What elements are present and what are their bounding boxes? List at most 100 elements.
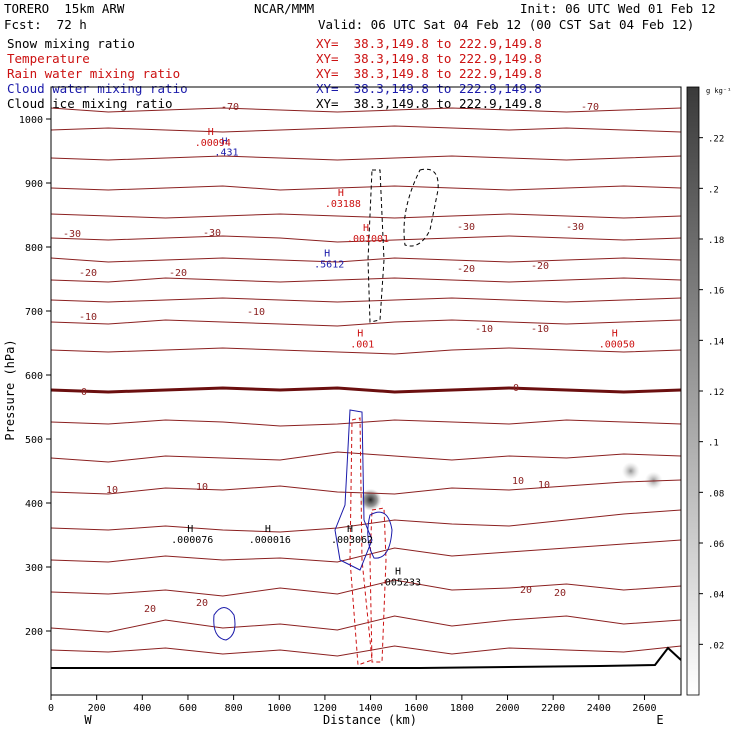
isotherm-line	[51, 257, 681, 263]
isotherm-line	[51, 451, 681, 463]
extremum-marker: H	[338, 188, 344, 199]
snow-shading-0	[359, 488, 382, 511]
isotherm-line	[51, 277, 681, 283]
y-tick-label: 600	[25, 371, 43, 382]
cloud-ice-contour	[367, 169, 385, 323]
x-tick-label: 1200	[313, 703, 337, 714]
field-cloudice-label: Cloud ice mixing ratio	[7, 96, 173, 111]
x-tick-label: 600	[179, 703, 197, 714]
isotherm-label: -10	[247, 307, 265, 318]
x-tick-label: 2200	[541, 703, 565, 714]
field-rain-xy: XY= 38.3,149.8 to 222.9,149.8	[316, 66, 542, 81]
colorbar-tick-label: .18	[708, 236, 724, 246]
extremum-value: .001001	[347, 234, 389, 245]
y-tick-label: 800	[25, 243, 43, 254]
extremum-value: .5612	[314, 260, 344, 271]
x-tick-label: 1800	[450, 703, 474, 714]
isotherm-line	[51, 479, 681, 495]
x-tick-label: 2000	[495, 703, 519, 714]
isotherm-label: -30	[203, 228, 221, 239]
field-temperature-label: Temperature	[7, 51, 90, 66]
y-axis-label: Pressure (hPa)	[3, 339, 17, 440]
extremum-value: .00050	[599, 340, 635, 351]
extremum-marker: H	[395, 567, 401, 578]
field-cloudwater-label: Cloud water mixing ratio	[7, 81, 188, 96]
init-time: Init: 06 UTC Wed 01 Feb 12	[520, 1, 716, 16]
colorbar	[686, 86, 700, 696]
extremum-marker: H	[187, 524, 193, 535]
isotherm-line	[51, 185, 681, 191]
isotherm-line	[51, 645, 681, 657]
extremum-value: .00094	[195, 138, 231, 149]
extremum-value: .001	[350, 340, 374, 351]
terrain-line	[51, 646, 681, 669]
isotherm-label: 20	[520, 585, 532, 596]
y-tick-label: 700	[25, 307, 43, 318]
field-snow-label: Snow mixing ratio	[7, 36, 135, 51]
extremum-value: .03188	[325, 199, 361, 210]
isotherm-line	[51, 107, 681, 113]
isotherm-line	[51, 579, 681, 597]
colorbar-tick-label: .22	[708, 135, 724, 145]
extremum-marker: H	[324, 249, 330, 260]
isotherm-label: -10	[79, 312, 97, 323]
isotherm-label: -20	[169, 268, 187, 279]
colorbar-tick-label: .2	[708, 185, 719, 195]
x-axis-label: Distance (km)	[323, 713, 417, 727]
isotherm-line	[51, 235, 681, 243]
isotherm-line	[51, 213, 681, 219]
isotherm-label: -30	[457, 222, 475, 233]
extremum-marker: H	[347, 524, 353, 535]
y-tick-label: 400	[25, 499, 43, 510]
field-snow-xy: XY= 38.3,149.8 to 222.9,149.8	[316, 36, 542, 51]
isotherm-line	[51, 615, 681, 633]
isotherm-label: -10	[475, 324, 493, 335]
isotherm-label: -20	[457, 264, 475, 275]
isotherm-label: 20	[554, 588, 566, 599]
x-tick-label: 800	[225, 703, 243, 714]
colorbar-tick-label: .04	[708, 591, 724, 601]
y-tick-label: 500	[25, 435, 43, 446]
valid-time: Valid: 06 UTC Sat 04 Feb 12 (00 CST Sat …	[318, 17, 695, 32]
x-tick-label: 1400	[359, 703, 383, 714]
x-tick-label: 200	[88, 703, 106, 714]
isotherm-label: -70	[581, 102, 599, 113]
model-title: TORERO 15km ARW	[4, 1, 125, 16]
isotherm-label: -30	[566, 222, 584, 233]
isotherm-line	[51, 297, 681, 303]
colorbar-tick-label: .06	[708, 540, 724, 550]
extremum-value: .005233	[379, 578, 421, 589]
isotherm-line	[51, 155, 681, 161]
isotherm-label: 10	[196, 482, 208, 493]
extremum-value: .000076	[171, 535, 213, 546]
extremum-value: .431	[214, 148, 238, 159]
field-cloudwater-xy: XY= 38.3,149.8 to 222.9,149.8	[316, 81, 542, 96]
cloud-water-contour	[334, 409, 373, 571]
isotherm-label: 20	[144, 604, 156, 615]
isotherm-label: 0	[513, 383, 519, 394]
west-label: W	[84, 713, 92, 727]
isotherm-line	[51, 347, 681, 355]
x-tick-label: 1600	[404, 703, 428, 714]
isotherm-label: -20	[79, 268, 97, 279]
x-tick-label: 0	[48, 703, 54, 714]
cloud-water-contour	[367, 511, 393, 559]
y-tick-label: 900	[25, 179, 43, 190]
isotherm-label: -10	[531, 324, 549, 335]
isotherm-line	[51, 319, 681, 327]
y-tick-label: 300	[25, 563, 43, 574]
isotherm-line	[51, 386, 681, 394]
colorbar-tick-label: .02	[708, 641, 724, 651]
isotherm-label: -20	[531, 261, 549, 272]
center-title: NCAR/MMM	[254, 1, 315, 16]
x-tick-label: 1000	[267, 703, 291, 714]
extremum-marker: H	[357, 329, 363, 340]
isotherm-label: 10	[512, 476, 524, 487]
cloud-water-contour	[213, 607, 236, 641]
isotherm-label: -70	[221, 102, 239, 113]
extremum-marker: H	[221, 137, 227, 148]
y-tick-label: 1000	[19, 115, 43, 126]
snow-shading-1	[621, 462, 640, 480]
colorbar-tick-label: .1	[708, 439, 719, 449]
